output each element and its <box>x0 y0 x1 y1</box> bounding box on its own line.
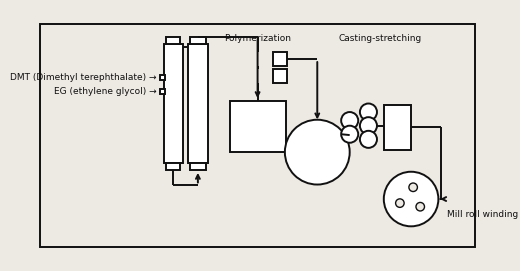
Circle shape <box>341 126 358 143</box>
Bar <box>190 163 205 170</box>
Circle shape <box>396 199 404 207</box>
Bar <box>160 89 165 94</box>
Bar <box>166 37 180 44</box>
Bar <box>188 44 208 163</box>
Circle shape <box>384 172 438 226</box>
Bar <box>166 163 180 170</box>
Bar <box>273 52 287 66</box>
Bar <box>164 44 183 163</box>
Bar <box>384 105 411 150</box>
Circle shape <box>416 202 424 211</box>
Text: EG (ethylene glycol) →: EG (ethylene glycol) → <box>54 87 157 96</box>
Circle shape <box>360 104 377 121</box>
Text: Casting-stretching: Casting-stretching <box>339 34 422 43</box>
Text: Polymerization: Polymerization <box>224 34 291 43</box>
Circle shape <box>360 131 377 148</box>
Bar <box>273 69 287 83</box>
Text: DMT (Dimethyl terephthalate) →: DMT (Dimethyl terephthalate) → <box>10 73 157 82</box>
Circle shape <box>360 117 377 134</box>
Text: Mill roll winding: Mill roll winding <box>447 210 518 219</box>
Bar <box>160 75 165 80</box>
Circle shape <box>409 183 418 192</box>
Bar <box>230 101 285 152</box>
Circle shape <box>341 112 358 129</box>
Bar <box>190 37 205 44</box>
Circle shape <box>285 120 349 185</box>
